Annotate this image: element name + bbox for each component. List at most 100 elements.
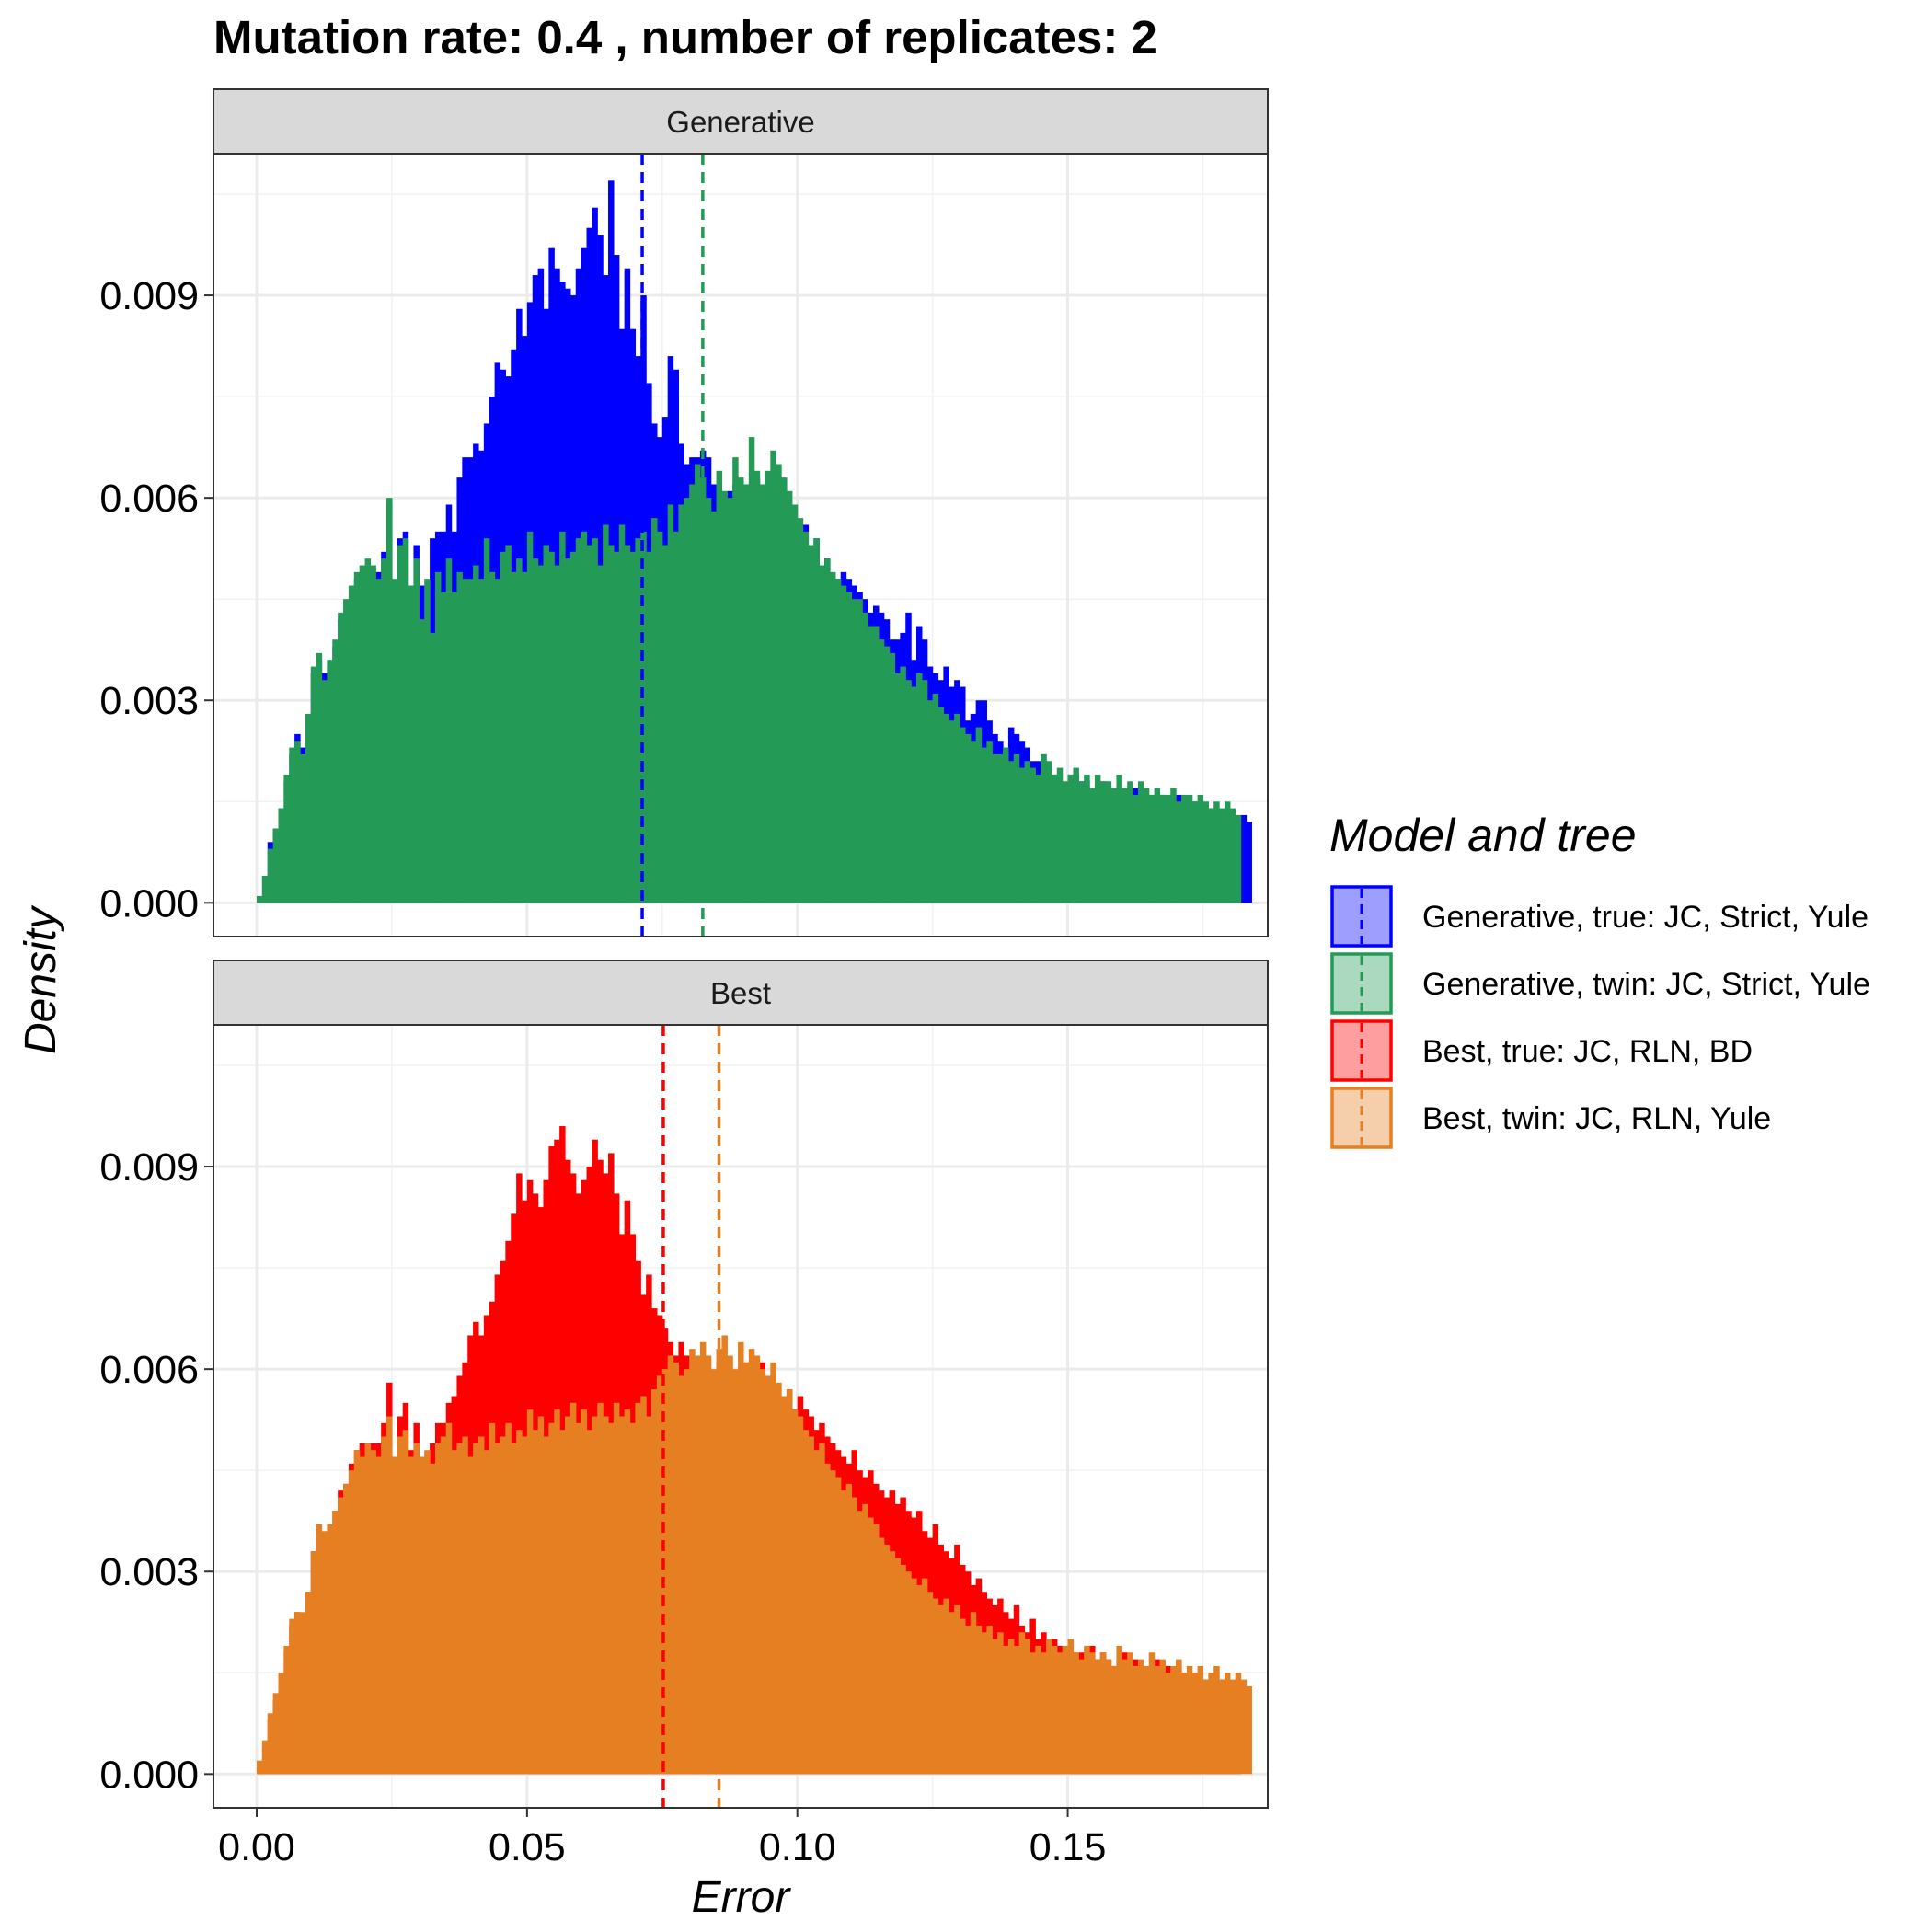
histogram-bar (992, 753, 998, 903)
legend-item: Generative, true: JC, Strict, Yule (1330, 885, 1869, 948)
histogram-bar (597, 565, 604, 903)
histogram-bar (678, 504, 684, 903)
histogram-bar (705, 498, 712, 903)
histogram-bar (716, 470, 723, 903)
histogram-bar (1176, 801, 1182, 903)
histogram-bar (289, 1618, 295, 1775)
histogram-bar (1105, 1659, 1112, 1775)
histogram-bar (569, 1402, 577, 1775)
histogram-bar (656, 531, 663, 903)
y-tick-label: 0.009 (99, 1145, 199, 1190)
y-axis-title: Density (17, 904, 65, 1054)
histogram-bar (1029, 767, 1036, 903)
histogram-bar (1143, 788, 1150, 903)
histogram-bar (900, 1564, 906, 1775)
histogram-bar (753, 470, 761, 903)
histogram-bar (370, 565, 376, 903)
panel-generative-mean-lines (640, 154, 705, 937)
histogram-bar (1116, 1645, 1122, 1775)
histogram-bar (300, 753, 306, 903)
histogram-bar (386, 1416, 393, 1775)
histogram-bar (1154, 1665, 1161, 1775)
histogram-bar (651, 518, 658, 903)
histogram-bar (624, 1409, 631, 1775)
histogram-bar (834, 1477, 842, 1775)
histogram-bar (1148, 794, 1156, 903)
histogram-bar (661, 545, 669, 903)
histogram-bar (261, 1740, 269, 1775)
histogram-bar (738, 1341, 744, 1775)
histogram-bar (1180, 794, 1188, 903)
histogram-bar (954, 1604, 960, 1775)
histogram-bar (776, 1382, 782, 1775)
panel-best-y-axis: 0.000 0.003 0.006 0.009 (99, 1145, 213, 1797)
histogram-bar (1041, 1652, 1047, 1775)
histogram-bar (391, 579, 398, 903)
histogram-bar (440, 592, 447, 903)
histogram-bar (678, 1375, 684, 1775)
histogram-bar (338, 612, 344, 903)
histogram-bar (554, 565, 560, 903)
histogram-bar (868, 1517, 874, 1775)
panel-best: Best 0.000 0.003 0.006 0.009 (99, 960, 1269, 1809)
histogram-bar (829, 571, 836, 903)
histogram-bar (1127, 1652, 1133, 1775)
histogram-bar (862, 1503, 868, 1775)
histogram-bar (878, 1537, 885, 1775)
histogram-bar (1078, 1659, 1085, 1775)
histogram-bar (526, 1409, 534, 1775)
histogram-bar (500, 551, 506, 903)
y-tick-label: 0.003 (99, 1550, 199, 1594)
histogram-bar (656, 1375, 663, 1775)
histogram-bar (911, 686, 917, 903)
histogram-bar (1133, 794, 1139, 903)
histogram-bar (943, 1598, 949, 1775)
histogram-bar (776, 464, 782, 903)
histogram-bar (613, 551, 620, 903)
histogram-bar (516, 558, 523, 903)
histogram-bar (727, 498, 733, 903)
histogram-bar (1013, 1645, 1020, 1775)
histogram-bar (451, 1450, 458, 1775)
panel-generative-y-axis: 0.000 0.003 0.006 0.009 (99, 274, 213, 926)
histogram-bar (603, 524, 609, 903)
histogram-bar (937, 1604, 944, 1775)
chart-title: Mutation rate: 0.4 , number of replicate… (213, 11, 1157, 63)
histogram-bar (1213, 1665, 1220, 1775)
histogram-bar (646, 551, 652, 903)
histogram-bar (684, 1369, 690, 1775)
histogram-bar (516, 1430, 523, 1775)
histogram-bar (900, 666, 906, 903)
histogram-bar (257, 1760, 263, 1775)
histogram-bar (434, 1443, 442, 1775)
histogram-bar (521, 1436, 528, 1775)
x-axis-title: Error (692, 1873, 792, 1922)
histogram-bar (1137, 1659, 1144, 1775)
histogram-bar (1219, 1679, 1225, 1775)
histogram-bar (721, 490, 728, 903)
histogram-bar (343, 599, 350, 903)
histogram-bar (802, 531, 810, 903)
histogram-bar (834, 579, 842, 903)
histogram-bar (781, 1396, 788, 1775)
histogram-bar (1229, 808, 1236, 903)
histogram-bar (1003, 1645, 1009, 1775)
histogram-bar (1143, 1665, 1150, 1775)
histogram-bar (316, 652, 323, 903)
histogram-bar (327, 660, 333, 903)
histogram-bar (819, 1443, 825, 1775)
histogram-bar (1202, 801, 1209, 903)
histogram-bar (791, 504, 799, 903)
histogram-bar (845, 592, 853, 903)
histogram-bar (348, 1470, 355, 1775)
histogram-bar (1246, 1685, 1252, 1775)
histogram-bar (1105, 781, 1112, 903)
histogram-bar (732, 457, 739, 903)
histogram-bar (419, 619, 425, 903)
histogram-bar (1219, 808, 1225, 903)
histogram-bar (1110, 1665, 1118, 1775)
histogram-bar (986, 741, 993, 903)
histogram-bar (1067, 774, 1075, 903)
histogram-bar (770, 1362, 776, 1775)
histogram-bar (462, 1436, 468, 1775)
